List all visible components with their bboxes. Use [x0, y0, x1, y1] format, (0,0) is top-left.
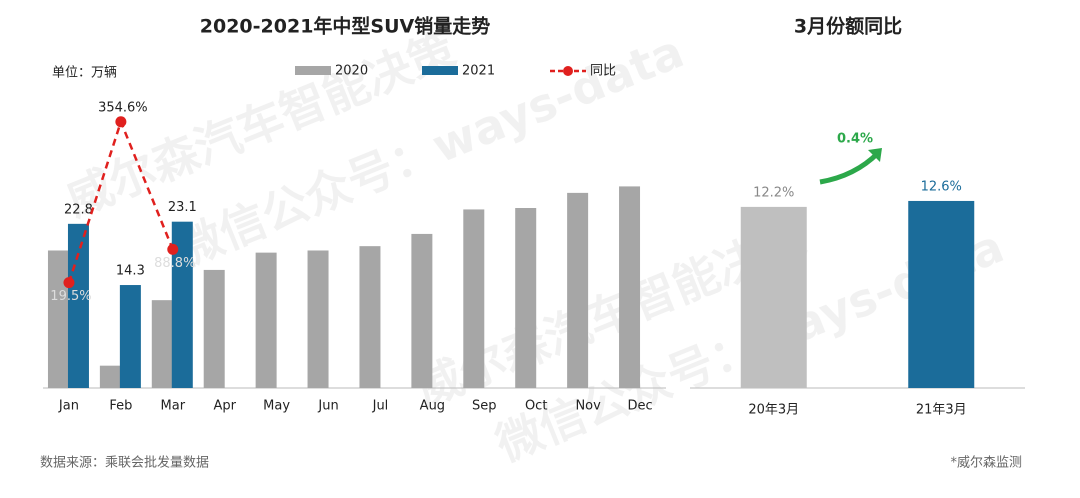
bar [203, 269, 225, 388]
x-tick-label: Aug [420, 399, 445, 414]
data-label: 14.3 [116, 264, 145, 279]
bar [463, 209, 485, 388]
bar [740, 206, 807, 388]
bar [908, 200, 975, 388]
x-tick-label: Jul [372, 399, 389, 414]
legend-swatch [422, 66, 458, 75]
x-tick-label: 21年3月 [916, 403, 967, 418]
bar [255, 252, 277, 388]
data-label: 19.5% [50, 289, 91, 304]
arrow-head [868, 148, 882, 162]
x-tick-label: Mar [161, 399, 186, 414]
data-label: 12.6% [921, 179, 962, 194]
data-label: 88.8% [154, 256, 195, 271]
bar [567, 192, 589, 388]
bar [411, 233, 433, 388]
legend-label: 同比 [590, 64, 616, 79]
x-tick-label: Nov [575, 399, 601, 414]
source: 数据来源：乘联会批发量数据 [40, 455, 209, 471]
bar [151, 300, 173, 388]
x-tick-label: Dec [627, 399, 652, 414]
x-tick-label: Jan [58, 399, 79, 414]
x-tick-label: 20年3月 [748, 403, 799, 418]
line-point [63, 277, 75, 289]
chart-title: 3月份额同比 [794, 15, 902, 38]
bar [619, 186, 641, 388]
data-label: 23.1 [168, 200, 197, 215]
x-tick-label: May [263, 399, 290, 414]
legend-label: 2021 [462, 64, 495, 79]
line-point [167, 243, 179, 255]
unit-label: 单位：万辆 [52, 66, 117, 81]
data-label: 12.2% [753, 185, 794, 200]
bar [47, 250, 69, 388]
bar [359, 246, 381, 388]
x-tick-label: Sep [472, 399, 497, 414]
bar [515, 208, 537, 388]
bar [171, 221, 193, 388]
annotation: 0.4% [837, 132, 873, 147]
x-tick-label: Feb [109, 399, 132, 414]
arrow [819, 151, 880, 185]
bar [307, 250, 329, 388]
line-point [115, 116, 127, 128]
x-tick-label: Jun [317, 399, 338, 414]
legend-swatch [295, 66, 331, 75]
data-label: 22.8 [64, 202, 93, 217]
bar [119, 285, 141, 388]
chart-title: 2020-2021年中型SUV销量走势 [200, 15, 490, 38]
x-tick-label: Apr [213, 399, 236, 414]
legend-label: 2020 [335, 64, 368, 79]
note: *威尔森监测 [950, 456, 1022, 471]
data-label: 354.6% [98, 100, 148, 115]
bar [99, 365, 121, 388]
x-tick-label: Oct [525, 399, 547, 414]
legend-marker [563, 66, 573, 76]
bar [67, 223, 89, 388]
